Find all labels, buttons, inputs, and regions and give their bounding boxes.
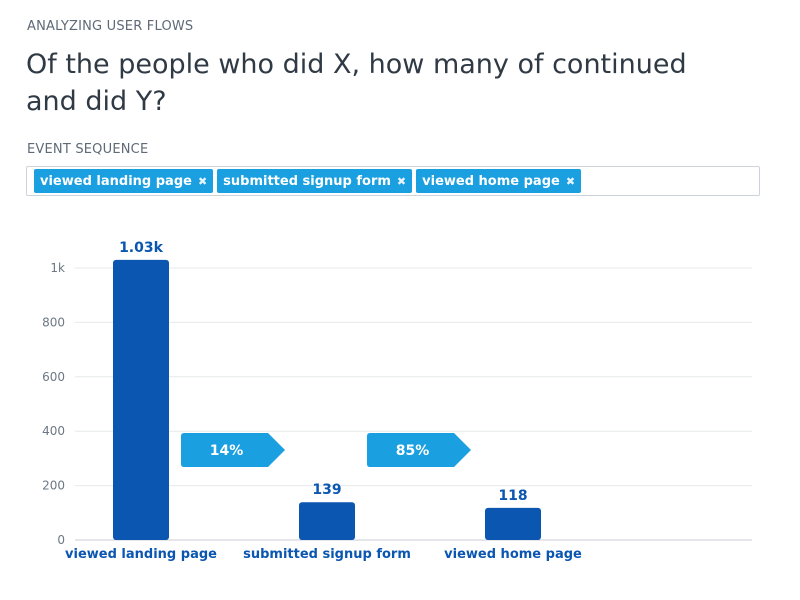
y-tick-label: 1k [50, 261, 65, 275]
event-tag-viewed-home-page[interactable]: viewed home page ✖ [416, 169, 581, 193]
y-tick-label: 800 [42, 315, 65, 329]
y-tick-label: 0 [57, 533, 65, 547]
event-tag-viewed-landing-page[interactable]: viewed landing page ✖ [34, 169, 213, 193]
x-category-label: viewed home page [444, 547, 582, 562]
x-category-label: viewed landing page [65, 547, 217, 562]
event-tag-label: viewed home page [422, 174, 560, 189]
event-tag-label: submitted signup form [223, 174, 391, 189]
bar [485, 508, 541, 540]
close-icon[interactable]: ✖ [198, 175, 207, 188]
bar [113, 260, 169, 540]
bar-value-label: 118 [498, 488, 527, 504]
event-sequence-input[interactable]: viewed landing page ✖ submitted signup f… [26, 166, 760, 196]
bar-value-label: 139 [312, 482, 341, 498]
y-tick-label: 400 [42, 424, 65, 438]
event-sequence-label: EVENT SEQUENCE [27, 142, 148, 157]
section-eyebrow: ANALYZING USER FLOWS [27, 19, 193, 34]
x-category-label: submitted signup form [243, 547, 411, 562]
close-icon[interactable]: ✖ [566, 175, 575, 188]
bar [299, 502, 355, 540]
y-tick-label: 600 [42, 370, 65, 384]
page-title: Of the people who did X, how many of con… [26, 46, 706, 120]
event-tag-label: viewed landing page [40, 174, 192, 189]
conversion-rate-label: 85% [396, 443, 430, 459]
bar-value-label: 1.03k [119, 240, 164, 256]
y-tick-label: 200 [42, 479, 65, 493]
close-icon[interactable]: ✖ [397, 175, 406, 188]
event-tag-submitted-signup-form[interactable]: submitted signup form ✖ [217, 169, 412, 193]
conversion-rate-label: 14% [210, 443, 244, 459]
funnel-chart: 0 200 400 600 800 1k 1.03k viewed landing page 1… [0, 220, 800, 600]
